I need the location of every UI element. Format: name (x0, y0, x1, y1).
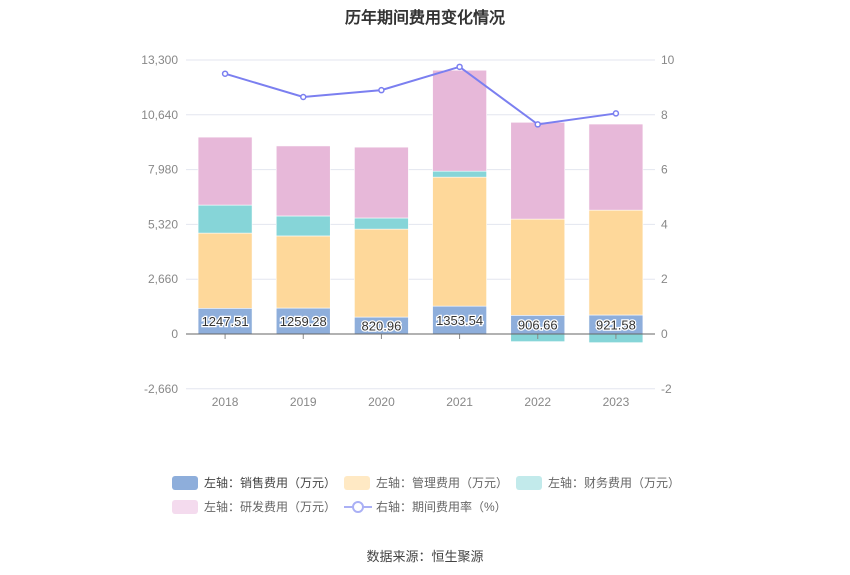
x-axis-tick-label: 2018 (212, 395, 239, 409)
bar-segment (275, 235, 331, 309)
legend-label: 左轴：财务费用（万元） (548, 476, 681, 490)
bar-segment (197, 136, 253, 206)
bar-segment (588, 123, 644, 211)
bar-segment (197, 307, 253, 335)
bar-segment (432, 170, 487, 178)
bar-segment (275, 307, 331, 335)
bar-segment (588, 209, 644, 316)
bar-segment (197, 204, 253, 234)
bar-data-label: 921.58 (596, 318, 636, 333)
rate-line (224, 65, 617, 126)
line-marker-icon (344, 500, 372, 513)
legend-label: 左轴：研发费用（万元） (204, 500, 337, 514)
bar-segment (510, 121, 566, 220)
legend-item-rd[interactable]: 左轴：研发费用（万元） (172, 498, 336, 515)
data-source: 数据来源：恒生聚源 (366, 549, 484, 564)
right-axis-tick-label: 10 (661, 53, 675, 67)
legend-item-admin[interactable]: 左轴：管理费用（万元） (344, 474, 508, 491)
x-axis-tick-label: 2022 (524, 395, 551, 409)
bar-segment (432, 305, 487, 335)
right-axis-tick-label: -2 (661, 382, 672, 396)
x-axis-tick-label: 2020 (368, 395, 395, 409)
legend-item-finance[interactable]: 左轴：财务费用（万元） (516, 474, 680, 491)
rate-point (612, 110, 620, 117)
bar-data-label: 1247.51 (202, 314, 249, 329)
rate-point (456, 63, 463, 71)
chart-title: 历年期间费用变化情况 (344, 10, 505, 27)
left-axis-tick-label: 13,300 (141, 53, 178, 67)
right-axis-tick-label: 2 (661, 272, 668, 286)
legend-item-rate[interactable]: 右轴：期间费用率（%） (344, 498, 507, 515)
bar-segment (432, 176, 487, 307)
rate-point (221, 70, 229, 77)
right-axis-tick-label: 0 (661, 327, 668, 341)
legend-label: 左轴：管理费用（万元） (376, 476, 509, 490)
left-axis-tick-label: -2,660 (144, 382, 178, 396)
legend-label: 左轴：销售费用（万元） (204, 476, 337, 490)
bar-data-label: 1353.54 (436, 313, 483, 328)
legend-swatch (344, 475, 370, 490)
bar-data-label: 906.66 (518, 318, 558, 333)
x-axis-tick-label: 2023 (603, 395, 630, 409)
left-axis-tick-label: 0 (171, 327, 178, 341)
bar-segment (354, 146, 409, 219)
right-axis-tick-label: 8 (661, 108, 668, 122)
bar-segment (197, 232, 253, 309)
bar-segment (354, 217, 409, 230)
left-axis-tick-label: 10,640 (141, 108, 178, 122)
bar-segment (432, 69, 487, 172)
legend-label: 右轴：期间费用率（%） (376, 500, 507, 514)
x-axis-tick-label: 2021 (446, 395, 473, 409)
legend-swatch (516, 475, 542, 490)
x-axis-tick-label: 2019 (290, 395, 317, 409)
bar-data-label: 820.96 (362, 319, 402, 334)
bar-segment (510, 218, 566, 316)
legend-swatch (172, 499, 198, 514)
left-axis-tick-label: 7,980 (148, 163, 178, 177)
left-axis-tick-label: 2,660 (148, 272, 178, 286)
legend-swatch (172, 475, 198, 490)
legend-item-sales[interactable]: 左轴：销售费用（万元） (172, 474, 336, 491)
rate-point (378, 86, 385, 94)
left-axis-tick-label: 5,320 (148, 217, 178, 231)
rate-point (534, 121, 541, 128)
bar-segment (354, 228, 409, 318)
right-axis-tick-label: 4 (661, 217, 668, 231)
bar-segment (275, 215, 331, 237)
bar-segment (275, 145, 331, 217)
rate-point (300, 93, 307, 101)
bar-data-label: 1259.28 (280, 314, 327, 329)
right-axis-tick-label: 6 (661, 163, 668, 177)
